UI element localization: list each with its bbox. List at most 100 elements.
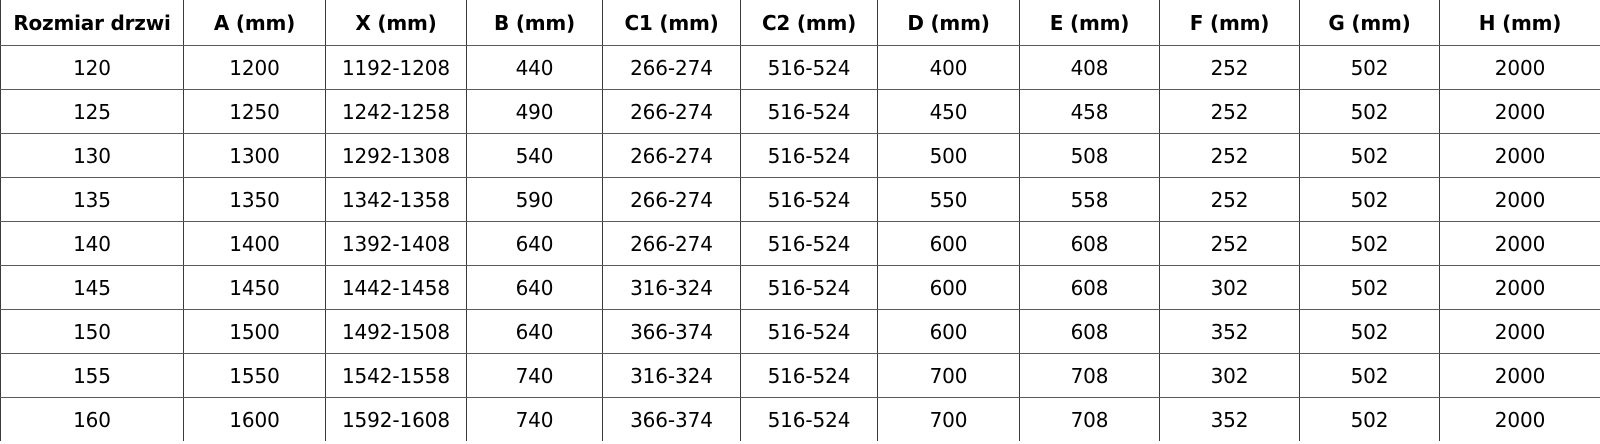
cell-r1-c8: 252 [1159,89,1300,134]
cell-r5-c3: 640 [466,265,603,310]
table-row: 140 1400 1392-1408 640 266-274 516-524 600 608 2… [0,221,1600,266]
cell-r7-c1: 1550 [183,353,326,398]
cell-r3-c8: 252 [1159,177,1300,222]
cell-r2-c8: 252 [1159,133,1300,178]
column-header-8: F (mm) [1159,0,1300,46]
cell-r4-c1: 1400 [183,221,326,266]
cell-r3-c4: 266-274 [602,177,741,222]
column-header-0: Rozmiar drzwi [0,0,184,46]
cell-r3-c1: 1350 [183,177,326,222]
cell-r0-c9: 502 [1299,45,1440,90]
cell-r5-c8: 302 [1159,265,1300,310]
table-row: 135 1350 1342-1358 590 266-274 516-524 550 558 2… [0,177,1600,222]
column-header-9: G (mm) [1299,0,1440,46]
cell-r6-c2: 1492-1508 [325,309,467,354]
cell-r0-c7: 408 [1019,45,1160,90]
cell-r6-c9: 502 [1299,309,1440,354]
cell-r8-c3: 740 [466,397,603,441]
cell-r3-c10: 2000 [1439,177,1600,222]
cell-r4-c7: 608 [1019,221,1160,266]
table-row: 145 1450 1442-1458 640 316-324 516-524 600 608 3… [0,265,1600,310]
column-header-3: B (mm) [466,0,603,46]
cell-r1-c4: 266-274 [602,89,741,134]
cell-r1-c7: 458 [1019,89,1160,134]
cell-r7-c8: 302 [1159,353,1300,398]
cell-r0-c4: 266-274 [602,45,741,90]
cell-r4-c0: 140 [0,221,184,266]
cell-r2-c7: 508 [1019,133,1160,178]
table-row: 125 1250 1242-1258 490 266-274 516-524 450 458 2… [0,89,1600,134]
cell-r0-c5: 516-524 [740,45,878,90]
cell-r3-c9: 502 [1299,177,1440,222]
cell-r4-c3: 640 [466,221,603,266]
column-header-6: D (mm) [877,0,1020,46]
cell-r7-c7: 708 [1019,353,1160,398]
cell-r5-c10: 2000 [1439,265,1600,310]
cell-r3-c2: 1342-1358 [325,177,467,222]
cell-r7-c3: 740 [466,353,603,398]
cell-r4-c6: 600 [877,221,1020,266]
column-header-2: X (mm) [325,0,467,46]
cell-r3-c3: 590 [466,177,603,222]
cell-r1-c0: 125 [0,89,184,134]
cell-r8-c8: 352 [1159,397,1300,441]
cell-r0-c6: 400 [877,45,1020,90]
cell-r6-c3: 640 [466,309,603,354]
cell-r5-c0: 145 [0,265,184,310]
cell-r7-c5: 516-524 [740,353,878,398]
cell-r6-c8: 352 [1159,309,1300,354]
cell-r6-c7: 608 [1019,309,1160,354]
cell-r8-c2: 1592-1608 [325,397,467,441]
cell-r0-c3: 440 [466,45,603,90]
cell-r1-c10: 2000 [1439,89,1600,134]
cell-r7-c4: 316-324 [602,353,741,398]
cell-r6-c4: 366-374 [602,309,741,354]
cell-r7-c0: 155 [0,353,184,398]
cell-r1-c5: 516-524 [740,89,878,134]
table-body: 120 1200 1192-1208 440 266-274 516-524 400 408 2… [0,45,1600,441]
cell-r0-c2: 1192-1208 [325,45,467,90]
cell-r1-c2: 1242-1258 [325,89,467,134]
cell-r1-c6: 450 [877,89,1020,134]
cell-r5-c6: 600 [877,265,1020,310]
column-header-10: H (mm) [1439,0,1600,46]
cell-r6-c10: 2000 [1439,309,1600,354]
cell-r3-c0: 135 [0,177,184,222]
cell-r2-c3: 540 [466,133,603,178]
cell-r6-c1: 1500 [183,309,326,354]
cell-r2-c9: 502 [1299,133,1440,178]
cell-r6-c0: 150 [0,309,184,354]
cell-r7-c2: 1542-1558 [325,353,467,398]
cell-r7-c9: 502 [1299,353,1440,398]
cell-r0-c0: 120 [0,45,184,90]
cell-r0-c8: 252 [1159,45,1300,90]
cell-r4-c9: 502 [1299,221,1440,266]
table-row: 150 1500 1492-1508 640 366-374 516-524 600 608 3… [0,309,1600,354]
cell-r8-c6: 700 [877,397,1020,441]
cell-r8-c7: 708 [1019,397,1160,441]
cell-r7-c10: 2000 [1439,353,1600,398]
table-row: 155 1550 1542-1558 740 316-324 516-524 700 708 3… [0,353,1600,398]
column-header-1: A (mm) [183,0,326,46]
cell-r4-c5: 516-524 [740,221,878,266]
cell-r1-c9: 502 [1299,89,1440,134]
cell-r8-c1: 1600 [183,397,326,441]
table-header: Rozmiar drzwi A (mm) X (mm) B (mm) C1 (mm) C2… [0,0,1600,46]
cell-r8-c9: 502 [1299,397,1440,441]
cell-r0-c1: 1200 [183,45,326,90]
cell-r1-c3: 490 [466,89,603,134]
cell-r5-c9: 502 [1299,265,1440,310]
cell-r8-c4: 366-374 [602,397,741,441]
cell-r3-c5: 516-524 [740,177,878,222]
column-header-4: C1 (mm) [602,0,741,46]
cell-r2-c4: 266-274 [602,133,741,178]
table-header-row: Rozmiar drzwi A (mm) X (mm) B (mm) C1 (mm) C2… [0,0,1600,46]
table-row: 160 1600 1592-1608 740 366-374 516-524 700 708 3… [0,397,1600,441]
cell-r8-c5: 516-524 [740,397,878,441]
cell-r2-c5: 516-524 [740,133,878,178]
cell-r5-c7: 608 [1019,265,1160,310]
cell-r5-c1: 1450 [183,265,326,310]
cell-r2-c6: 500 [877,133,1020,178]
cell-r8-c0: 160 [0,397,184,441]
